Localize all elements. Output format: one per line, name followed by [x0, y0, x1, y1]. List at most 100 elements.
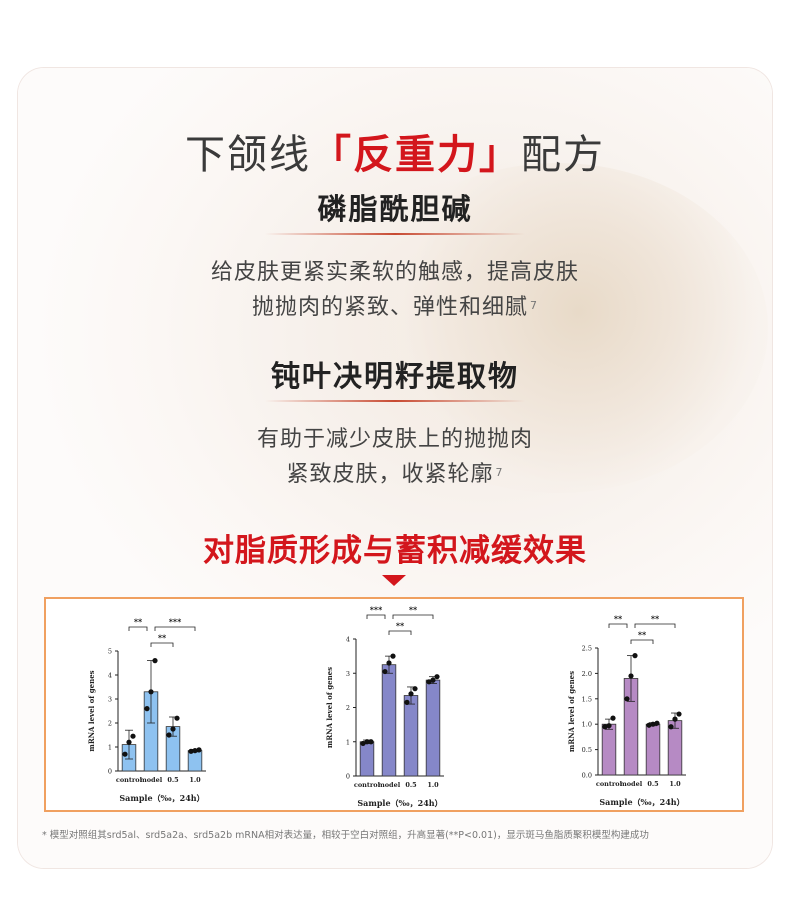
x-tick-label: 1.0 — [427, 781, 439, 789]
x-axis-label: Sample（‰，24h） — [119, 793, 204, 803]
section1-line2: 抛抛肉的紧致、弹性和细腻 — [251, 295, 528, 320]
x-axis-label: Sample（‰，24h） — [357, 798, 442, 808]
y-axis-label: mRNA level of genes — [567, 671, 576, 752]
significance-bracket — [392, 614, 434, 619]
significance-bracket — [630, 639, 654, 644]
data-point — [426, 679, 432, 685]
bar — [381, 664, 397, 777]
significance-label: ** — [651, 614, 660, 624]
section2-divider — [265, 400, 525, 402]
page-title: 下颌线「反重力」配方 — [0, 122, 790, 180]
section1-line2-wrap: 抛抛肉的紧致、弹性和细腻 7 — [0, 290, 790, 325]
title-right-bracket: 」 — [479, 131, 521, 178]
y-tick-label: 2.0 — [582, 670, 592, 678]
data-point — [382, 668, 388, 675]
x-tick-label: control — [354, 781, 381, 789]
y-axis-label: mRNA level of genes — [325, 667, 334, 748]
y-tick-label: 0.0 — [582, 772, 592, 780]
down-arrow-icon — [382, 575, 406, 586]
significance-bracket — [150, 642, 174, 647]
x-tick-label: control — [116, 776, 143, 784]
data-point — [654, 720, 660, 726]
y-tick-label: 0 — [346, 773, 350, 781]
x-tick-label: 0.5 — [167, 776, 179, 784]
significance-bracket — [388, 630, 412, 635]
significance-bracket — [154, 626, 196, 631]
x-tick-label: model — [140, 776, 163, 784]
significance-label: ** — [614, 614, 623, 624]
y-tick-label: 1 — [108, 744, 112, 752]
data-point — [632, 653, 638, 659]
data-point — [624, 696, 630, 702]
significance-label: ** — [158, 633, 167, 643]
data-point — [610, 715, 616, 721]
data-point — [166, 732, 172, 738]
data-point — [192, 748, 198, 754]
x-tick-label: model — [620, 780, 643, 788]
section1-heading: 磷脂酰胆碱 — [317, 192, 473, 226]
x-axis-label: Sample（‰，24h） — [599, 797, 684, 807]
significance-label: ** — [396, 621, 405, 631]
section2-line2: 紧致皮肤，收紧轮廓 — [286, 462, 494, 487]
data-point — [434, 674, 440, 680]
section1-note: 7 — [530, 299, 538, 312]
x-tick-label: 0.5 — [647, 780, 659, 788]
data-point — [170, 726, 176, 732]
data-point — [628, 673, 634, 679]
data-point — [430, 677, 436, 683]
bar — [403, 695, 419, 777]
bar — [425, 679, 441, 777]
data-point — [408, 691, 414, 697]
significance-bracket — [608, 623, 628, 628]
section2-text: 有助于减少皮肤上的抛抛肉 紧致皮肤，收紧轮廓 7 — [0, 422, 790, 492]
y-tick-label: 1.5 — [582, 695, 592, 703]
title-pre: 下颌线 — [185, 132, 311, 178]
data-point — [676, 711, 682, 717]
data-point — [196, 747, 202, 753]
bar — [359, 741, 375, 777]
y-tick-label: 2.5 — [582, 645, 592, 653]
section1-divider — [265, 233, 525, 235]
y-axis-label: mRNA level of genes — [87, 670, 96, 751]
data-point — [122, 751, 128, 757]
significance-label: ** — [134, 617, 143, 627]
data-point — [672, 716, 678, 722]
chart-panel: 0 1 2 3 4 5 mRNA level of genes control model 0.5… — [44, 597, 744, 812]
y-tick-label: 3 — [108, 696, 112, 704]
x-tick-label: 1.0 — [189, 776, 201, 784]
bar — [601, 723, 617, 776]
title-post: 配方 — [521, 132, 605, 178]
y-tick-label: 4 — [346, 636, 350, 644]
y-tick-label: 4 — [108, 672, 112, 680]
y-tick-label: 1 — [346, 738, 350, 746]
section2-line1: 有助于减少皮肤上的抛抛肉 — [256, 427, 533, 452]
y-tick-label: 5 — [108, 648, 112, 656]
data-point — [126, 739, 132, 745]
effect-heading: 对脂质形成与蓄积减缓效果 — [203, 533, 587, 569]
data-point — [174, 715, 180, 721]
significance-label: ** — [638, 630, 647, 640]
data-point — [668, 724, 674, 730]
y-tick-label: 3 — [346, 670, 350, 678]
section2-note: 7 — [495, 466, 504, 479]
data-point — [188, 748, 194, 754]
significance-label: ** — [409, 605, 418, 615]
data-point — [404, 699, 410, 705]
x-tick-label: 1.0 — [669, 780, 681, 788]
title-highlight: 反重力 — [353, 131, 479, 178]
data-point — [360, 740, 366, 747]
data-point — [646, 722, 652, 728]
y-tick-label: 0 — [108, 768, 112, 776]
data-point — [144, 706, 150, 712]
significance-bracket — [366, 614, 386, 619]
section2-line2-wrap: 紧致皮肤，收紧轮廓 7 — [0, 457, 790, 492]
data-point — [412, 686, 418, 692]
y-tick-label: 1.0 — [582, 721, 592, 729]
section1-line1: 给皮肤更紧实柔软的触感，提高皮肤 — [210, 260, 579, 285]
bar — [645, 723, 661, 776]
x-tick-label: 0.5 — [405, 781, 417, 789]
background-texture — [348, 163, 768, 493]
data-point — [386, 660, 392, 666]
